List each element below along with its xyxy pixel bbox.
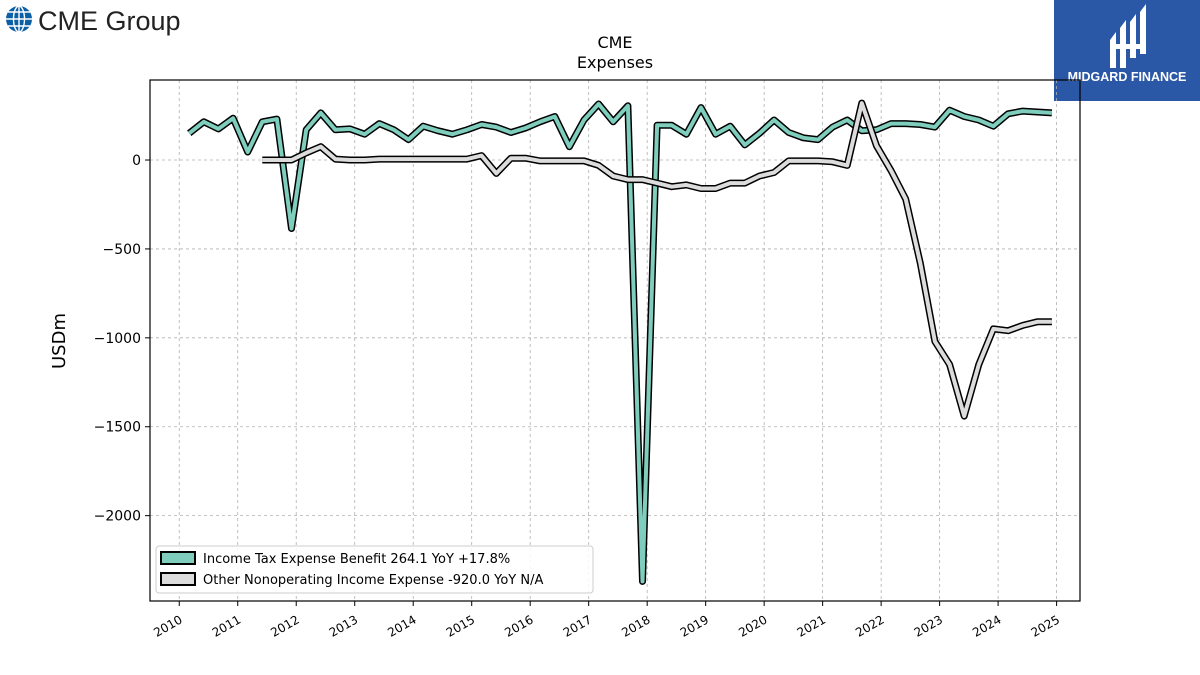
x-tick-label: 2012 (268, 612, 301, 639)
x-tick-label: 2018 (619, 612, 652, 639)
x-tick-label: 2025 (1029, 612, 1062, 639)
legend-swatch-other-nonoperating (160, 572, 196, 586)
x-tick-label: 2010 (151, 612, 184, 639)
series-line-income-tax-expense-benefit (187, 102, 1053, 584)
x-tick-label: 2022 (853, 612, 886, 639)
y-tick-label: −2000 (94, 509, 141, 525)
x-axis: 2010 2011 2012 2013 2014 2015 2016 2017 2018 2019… (151, 601, 1062, 640)
x-tick-label: 2011 (210, 612, 243, 639)
x-tick-label: 2014 (385, 612, 418, 639)
legend-label-other-nonoperating: Other Nonoperating Income Expense -920.0… (203, 573, 543, 588)
y-axis-label: USDm (49, 313, 70, 369)
y-tick-label: −1000 (94, 331, 141, 347)
chart-subtitle: Expenses (577, 53, 653, 72)
x-tick-label: 2013 (327, 612, 360, 639)
legend: Income Tax Expense Benefit 264.1 YoY +17… (155, 545, 594, 594)
plot-frame (149, 79, 1081, 602)
cme-group-logo: CME Group (6, 5, 181, 36)
y-tick-label: −1500 (94, 420, 141, 436)
x-tick-label: 2019 (678, 612, 711, 639)
x-tick-label: 2017 (561, 612, 594, 639)
x-tick-label: 2021 (795, 612, 828, 639)
x-tick-label: 2016 (502, 612, 535, 639)
legend-box (155, 545, 594, 594)
chart-title: CME (597, 33, 632, 52)
midgard-emblem-icon (1110, 4, 1146, 68)
x-tick-label: 2023 (912, 612, 945, 639)
legend-label-income-tax: Income Tax Expense Benefit 264.1 YoY +17… (203, 552, 510, 567)
series-layer (187, 99, 1053, 585)
x-tick-label: 2024 (970, 612, 1003, 639)
series-line-other-nonoperating-income-expense (262, 101, 1052, 419)
x-tick-label: 2015 (444, 612, 477, 639)
cme-logo-text: CME Group (38, 6, 181, 36)
midgard-finance-logo: MIDGARD FINANCE (1054, 0, 1200, 101)
y-tick-label: 0 (132, 153, 141, 169)
grid-lines (150, 80, 1080, 601)
y-axis: 0 −500 −1000 −1500 −2000 (94, 153, 150, 525)
legend-swatch-income-tax (160, 551, 196, 565)
midgard-logo-text: MIDGARD FINANCE (1068, 70, 1187, 84)
y-tick-label: −500 (103, 242, 141, 258)
x-tick-label: 2020 (736, 612, 769, 639)
